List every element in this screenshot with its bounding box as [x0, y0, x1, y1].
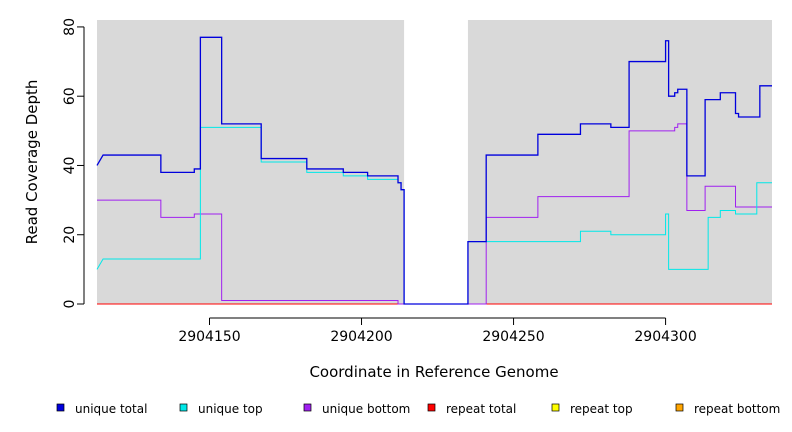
x-tick-label: 2904200	[330, 329, 392, 345]
legend-label: unique total	[75, 402, 147, 416]
legend-swatch	[56, 403, 65, 412]
y-axis-title: Read Coverage Depth	[23, 80, 41, 245]
x-axis-title: Coordinate in Reference Genome	[309, 363, 558, 381]
legend-item: repeat top	[551, 402, 633, 416]
legend-item: repeat bottom	[675, 402, 780, 416]
legend-label: unique bottom	[322, 402, 410, 416]
y-tick-label: 60	[62, 87, 78, 105]
legend-label: unique top	[198, 402, 263, 416]
y-tick-label: 20	[62, 226, 78, 244]
coverage-gap	[404, 20, 468, 304]
legend-label: repeat top	[570, 402, 633, 416]
x-tick-label: 2904300	[634, 329, 696, 345]
axes-layer: 2904150 2904200 2904250 2904300 0 20 40 60 80	[62, 18, 697, 345]
y-tick-label: 80	[62, 18, 78, 36]
legend-item: unique top	[179, 402, 263, 416]
legend-swatch	[179, 403, 188, 412]
legend-label: repeat total	[446, 402, 516, 416]
legend-swatch	[303, 403, 312, 412]
y-tick-label: 40	[62, 157, 78, 175]
legend-item: unique total	[56, 402, 147, 416]
legend-swatch	[675, 403, 684, 412]
legend: unique total unique top unique bottom repea…	[56, 402, 780, 416]
legend-label: repeat bottom	[694, 402, 780, 416]
legend-swatch	[427, 403, 436, 412]
series-line-unique-bottom	[97, 123, 772, 305]
legend-item: unique bottom	[303, 402, 410, 416]
x-tick-label: 2904250	[482, 329, 544, 345]
legend-swatch	[551, 403, 560, 412]
x-tick-label: 2904150	[178, 329, 240, 345]
legend-item: repeat total	[427, 402, 516, 416]
series-line-unique-total	[96, 36, 772, 305]
y-tick-label: 0	[62, 300, 78, 309]
series-layer	[96, 36, 772, 305]
